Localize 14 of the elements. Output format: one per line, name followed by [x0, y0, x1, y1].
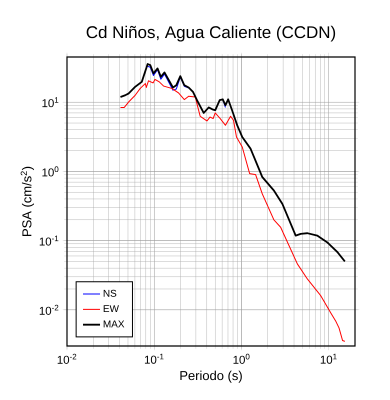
legend-label: EW: [104, 305, 119, 312]
y-axis-title: PSA (cm/s$^{2}$): [20, 166, 34, 236]
legend-label: MAX: [104, 320, 124, 328]
y-tick-label: 10$^{-2}$: [40, 304, 58, 315]
y-tick-label: 10$^{0}$: [42, 166, 58, 176]
x-tick-label: 10$^{-1}$: [144, 354, 164, 364]
x-tick-label: 10$^{0}$: [234, 354, 250, 364]
x-tick-label: 10$^{1}$: [320, 354, 337, 364]
legend-label: NS: [104, 290, 116, 297]
x-axis-title: Periodo (s): [180, 370, 242, 383]
chart-title: Cd Niños, Agua Caliente (CCDN): [86, 26, 336, 42]
y-tick-label: 10$^{-1}$: [40, 236, 58, 246]
x-tick-label: 10$^{-2}$: [58, 354, 76, 364]
y-tick-label: 10$^{1}$: [42, 97, 58, 108]
